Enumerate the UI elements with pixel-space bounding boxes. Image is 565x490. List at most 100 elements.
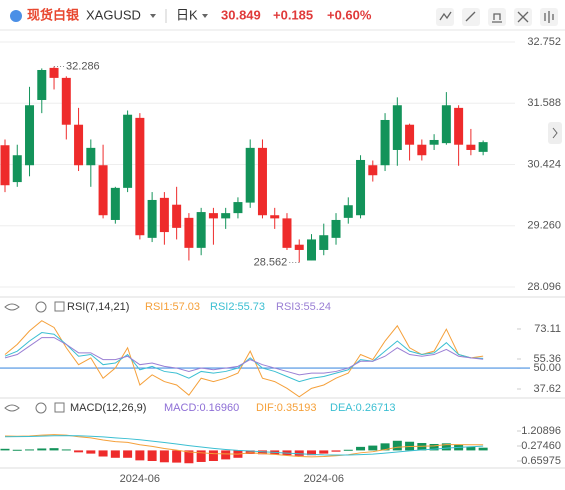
period[interactable]: 日K: [176, 7, 198, 22]
series-line: [4, 434, 484, 458]
macd-bar: [466, 446, 476, 451]
change-percent: +0.60%: [327, 7, 372, 22]
candle-body: [392, 105, 402, 150]
instrument-name: 现货白银: [27, 7, 80, 22]
legend-entry: MACD:0.16960: [164, 402, 239, 414]
candle-body: [147, 199, 157, 238]
candle-body: [123, 114, 133, 188]
collapse-icon: [552, 127, 558, 139]
candle-body: [172, 204, 182, 228]
panel-title: MACD(12,26,9): [70, 402, 146, 414]
candle-body: [208, 213, 218, 219]
macd-bar: [196, 450, 206, 462]
legend-entry: DIF:0.35193: [256, 402, 317, 414]
macd-bar: [429, 443, 439, 451]
candle-body: [405, 124, 415, 145]
candle-body: [417, 144, 427, 156]
macd-bar: [380, 443, 390, 451]
y-tick-label: 55.36: [533, 353, 561, 365]
panel-title: RSI(7,14,21): [67, 301, 129, 313]
series-line: [4, 337, 484, 376]
candle-body: [233, 202, 243, 214]
candle-body: [466, 144, 476, 150]
y-tick-label: 32.752: [527, 36, 561, 48]
macd-bar: [159, 450, 169, 463]
tool-icon: [465, 11, 476, 22]
box-icon[interactable]: [54, 402, 65, 413]
candle-body: [307, 239, 316, 261]
candle-body: [356, 159, 366, 216]
macd-bar: [343, 449, 353, 451]
eye-icon[interactable]: [4, 404, 20, 412]
candle-body: [135, 117, 145, 236]
candle-body: [12, 155, 22, 183]
high-annotation: 32.286: [66, 60, 100, 72]
change: +0.185: [273, 7, 313, 22]
symbol[interactable]: XAGUSD: [86, 7, 141, 22]
eye-icon[interactable]: [4, 303, 20, 311]
tool-button[interactable]: [462, 8, 480, 26]
y-tick-label: 31.588: [527, 97, 561, 109]
candle-body: [110, 187, 120, 220]
macd-bar: [257, 450, 267, 455]
candle-body: [245, 147, 255, 203]
macd-bar: [208, 450, 218, 462]
candle-body: [319, 235, 329, 250]
macd-bar: [86, 450, 96, 454]
candle-body: [331, 219, 341, 238]
candle-body: [37, 69, 47, 100]
macd-bar: [184, 450, 194, 464]
candle-body: [380, 119, 390, 166]
x-tick-label: 2024-06: [304, 473, 344, 485]
candle-body: [441, 105, 451, 144]
box-icon[interactable]: [54, 301, 65, 312]
candle-body: [98, 165, 108, 216]
tool-icon: [517, 11, 529, 23]
macd-bar: [12, 449, 22, 451]
macd-bar: [172, 450, 182, 463]
tool-button[interactable]: [436, 8, 454, 26]
macd-bar: [147, 450, 157, 462]
candle-body: [429, 139, 439, 145]
macd-bar: [245, 450, 255, 454]
candle-body: [257, 147, 267, 216]
tool-icon: [439, 11, 452, 21]
dropdown-arrow[interactable]: [202, 14, 208, 18]
candle-body: [196, 212, 206, 248]
candle-body: [184, 217, 194, 248]
macd-bar: [368, 445, 378, 451]
macd-bar: [319, 450, 329, 454]
macd-bar: [49, 448, 59, 451]
candle-body: [25, 105, 35, 166]
gear-icon[interactable]: [35, 402, 47, 414]
macd-bar: [478, 447, 488, 451]
y-tick-label: 1.20896: [521, 425, 561, 437]
y-tick-label: 28.096: [527, 281, 561, 293]
macd-bar: [307, 450, 316, 456]
macd-bar: [221, 450, 231, 460]
macd-bar: [441, 443, 451, 451]
logo-icon: [10, 10, 22, 22]
macd-header: MACD(12,26,9): [4, 402, 146, 414]
gear-icon[interactable]: [35, 301, 47, 313]
macd-bar: [123, 450, 133, 458]
candle-body: [294, 244, 304, 250]
candle-body: [343, 205, 353, 218]
legend-entry: RSI3:55.24: [276, 301, 331, 313]
macd-bar: [61, 449, 71, 451]
macd-bar: [110, 450, 120, 458]
legend-entry: RSI2:55.73: [210, 301, 265, 313]
macd-bar: [74, 450, 84, 453]
macd-bar: [392, 440, 402, 451]
dropdown-arrow[interactable]: [150, 14, 156, 18]
candle-body: [86, 147, 96, 166]
macd-bar: [25, 449, 35, 451]
tool-button[interactable]: [488, 8, 506, 26]
collapse-button[interactable]: [548, 122, 562, 144]
macd-bar: [98, 450, 108, 457]
legend-entry: RSI1:57.03: [145, 301, 200, 313]
candle-body: [49, 67, 59, 78]
macd-bar: [135, 450, 145, 461]
candle-body: [454, 107, 464, 145]
candle-body: [221, 213, 231, 219]
